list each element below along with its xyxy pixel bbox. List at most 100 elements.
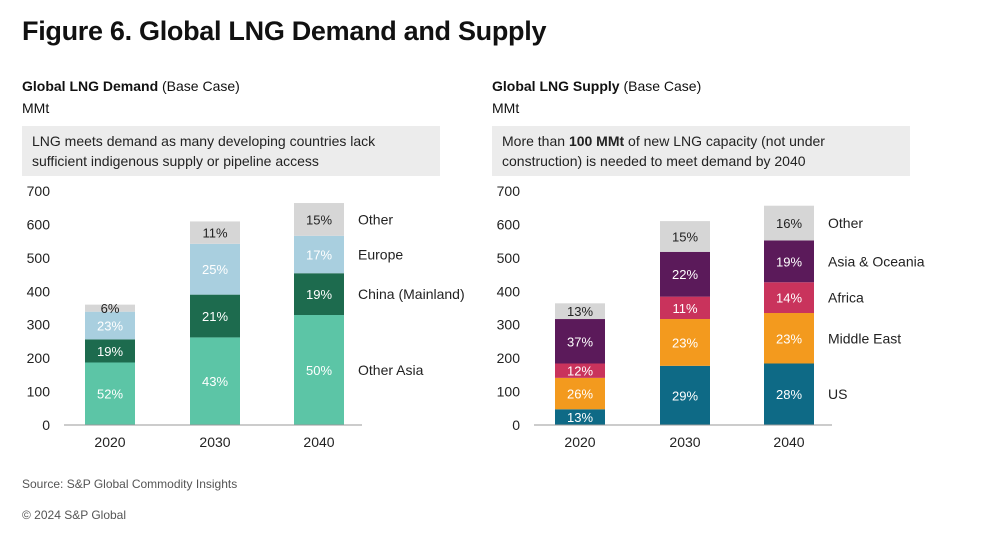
supply-note-pre: More than — [502, 133, 569, 149]
demand-bar-other-2040 — [294, 203, 344, 236]
demand-bar-europe-2040 — [294, 235, 344, 274]
demand-xtick-2020: 2020 — [94, 434, 125, 450]
demand-title-bold: Global LNG Demand — [22, 78, 159, 94]
supply-bar-other-2040 — [764, 205, 814, 241]
demand-ytick-0: 0 — [42, 417, 50, 433]
demand-legend-other-asia: Other Asia — [358, 362, 424, 378]
demand-legend-other: Other — [358, 211, 393, 227]
demand-data-label-other-asia-2030: 43% — [202, 374, 228, 389]
supply-data-label-other-2030: 15% — [672, 229, 698, 244]
supply-ytick-600: 600 — [497, 216, 521, 232]
supply-bar-africa-2040 — [764, 282, 814, 314]
supply-ytick-100: 100 — [497, 384, 521, 400]
supply-chart-title: Global LNG Supply (Base Case) — [492, 78, 701, 94]
demand-ytick-100: 100 — [27, 384, 51, 400]
supply-bar-middle-east-2020 — [555, 377, 605, 410]
demand-data-label-other-asia-2020: 52% — [97, 387, 123, 402]
demand-chart: 0 100 200 300 400 500 600 700 52% 19% 23% 6% 2020 43%… — [27, 183, 465, 450]
demand-legend-china-mainland: China (Mainland) — [358, 286, 465, 302]
supply-legend-other: Other — [828, 215, 863, 231]
supply-data-label-other-2020: 13% — [567, 304, 593, 319]
supply-legend-middle-east: Middle East — [828, 330, 901, 346]
demand-ytick-300: 300 — [27, 317, 51, 333]
demand-ytick-200: 200 — [27, 350, 51, 366]
demand-bar-europe-2030 — [190, 243, 240, 295]
supply-data-label-other-2040: 16% — [776, 216, 802, 231]
demand-data-label-europe-2020: 23% — [97, 319, 123, 334]
supply-xtick-2030: 2030 — [669, 434, 700, 450]
supply-legend-us: US — [828, 386, 847, 402]
demand-data-label-europe-2040: 17% — [306, 248, 332, 263]
supply-note-post: of new LNG capacity (not under construct… — [502, 133, 825, 169]
supply-data-label-us-2030: 29% — [672, 388, 698, 403]
copyright-note: © 2024 S&P Global — [22, 508, 127, 522]
supply-data-label-asia-oceania-2020: 37% — [567, 334, 593, 349]
demand-data-label-china-mainland-2040: 19% — [306, 287, 332, 302]
supply-bar-africa-2030 — [660, 296, 710, 320]
supply-data-label-us-2040: 28% — [776, 387, 802, 402]
supply-data-label-africa-2020: 12% — [567, 364, 593, 379]
demand-unit-label: MMt — [22, 100, 50, 116]
demand-data-label-china-mainland-2030: 21% — [202, 309, 228, 324]
supply-data-label-middle-east-2040: 23% — [776, 331, 802, 346]
supply-data-label-middle-east-2030: 23% — [672, 335, 698, 350]
demand-chart-title: Global LNG Demand (Base Case) — [22, 78, 240, 94]
supply-ytick-300: 300 — [497, 317, 521, 333]
demand-ytick-400: 400 — [27, 283, 51, 299]
demand-data-label-other-2040: 15% — [306, 212, 332, 227]
demand-data-label-other-asia-2040: 50% — [306, 363, 332, 378]
supply-legend-africa: Africa — [828, 290, 864, 306]
demand-bar-europe-2020 — [85, 311, 135, 340]
supply-ytick-700: 700 — [497, 183, 521, 199]
demand-ytick-700: 700 — [27, 183, 51, 199]
demand-data-label-china-mainland-2020: 19% — [97, 344, 123, 359]
supply-bar-us-2020 — [555, 409, 605, 425]
demand-data-label-other-2020: 6% — [101, 301, 120, 316]
supply-bar-africa-2020 — [555, 363, 605, 378]
supply-xtick-2020: 2020 — [564, 434, 595, 450]
supply-data-label-africa-2030: 11% — [672, 301, 697, 316]
supply-legend-asia-oceania: Asia & Oceania — [828, 253, 925, 269]
demand-bar-china-mainland-2030 — [190, 294, 240, 338]
demand-bar-other-asia-2040 — [294, 315, 344, 425]
demand-xtick-2040: 2040 — [303, 434, 334, 450]
demand-bar-other-2020 — [85, 304, 135, 312]
supply-bar-asia-oceania-2030 — [660, 251, 710, 297]
supply-title-rest: (Base Case) — [619, 78, 702, 94]
demand-bar-other-2030 — [190, 221, 240, 244]
demand-bar-china-mainland-2040 — [294, 273, 344, 316]
supply-data-label-asia-oceania-2030: 22% — [672, 267, 698, 282]
demand-bar-china-mainland-2020 — [85, 339, 135, 363]
supply-note-bold: 100 MMt — [568, 133, 625, 149]
demand-bar-other-asia-2030 — [190, 337, 240, 425]
demand-xtick-2030: 2030 — [199, 434, 230, 450]
supply-ytick-400: 400 — [497, 283, 521, 299]
supply-bar-other-2030 — [660, 221, 710, 252]
supply-bar-middle-east-2030 — [660, 319, 710, 366]
supply-data-label-africa-2040: 14% — [776, 291, 802, 306]
demand-data-label-other-2030: 11% — [202, 226, 227, 241]
supply-bar-us-2030 — [660, 365, 710, 425]
source-note: Source: S&P Global Commodity Insights — [22, 477, 238, 491]
supply-bar-asia-oceania-2040 — [764, 240, 814, 283]
supply-bar-middle-east-2040 — [764, 313, 814, 364]
demand-data-label-europe-2030: 25% — [202, 262, 228, 277]
supply-ytick-500: 500 — [497, 250, 521, 266]
demand-ytick-500: 500 — [27, 250, 51, 266]
supply-chart: 0 100 200 300 400 500 600 700 13% 26% 12% 37% 13% 202… — [497, 183, 925, 450]
supply-ytick-0: 0 — [512, 417, 520, 433]
demand-ytick-600: 600 — [27, 216, 51, 232]
supply-data-label-asia-oceania-2040: 19% — [776, 254, 802, 269]
demand-legend-europe: Europe — [358, 247, 403, 263]
supply-unit-label: MMt — [492, 100, 520, 116]
figure-title: Figure 6. Global LNG Demand and Supply — [22, 16, 547, 46]
demand-title-rest: (Base Case) — [158, 78, 240, 94]
supply-bar-other-2020 — [555, 303, 605, 320]
supply-bar-us-2040 — [764, 363, 814, 425]
supply-note: More than 100 MMt of new LNG capacity (n… — [492, 126, 910, 176]
supply-ytick-200: 200 — [497, 350, 521, 366]
demand-note: LNG meets demand as many developing coun… — [22, 126, 440, 176]
supply-bar-asia-oceania-2020 — [555, 319, 605, 364]
supply-data-label-us-2020: 13% — [567, 410, 593, 425]
demand-panel: Global LNG Demand (Base Case) MMt LNG me… — [22, 78, 482, 468]
